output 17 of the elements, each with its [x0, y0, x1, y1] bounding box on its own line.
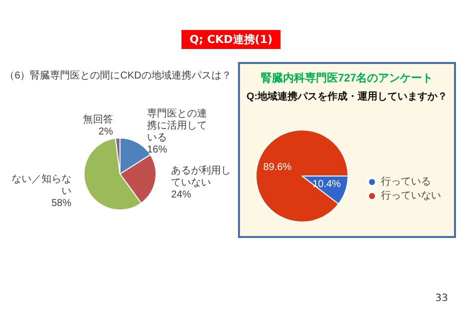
- chart-subtitle: Q:地域連携パスを作成・運用していますか？: [246, 90, 448, 102]
- legend-label: 行っていない: [381, 190, 441, 202]
- slice-label: ない／知らない: [11, 173, 72, 198]
- data-label: 24%: [171, 189, 192, 200]
- data-label: 10.4%: [312, 178, 341, 190]
- slice-label: あるが利用していない: [171, 164, 232, 188]
- text: 33: [435, 293, 448, 304]
- legend-label: 行っている: [381, 176, 431, 188]
- slice-label: 無回答: [82, 114, 113, 126]
- slice-label: 専門医との連携に活用している: [147, 107, 208, 144]
- data-label: 16%: [147, 144, 168, 156]
- chart-title: 腎臓内科専門医727名のアンケート: [260, 72, 434, 84]
- text: Q; CKD連携(1): [181, 30, 281, 49]
- data-label: 2%: [98, 126, 114, 138]
- data-label: 58%: [51, 198, 72, 210]
- data-label: 89.6%: [263, 162, 292, 174]
- chart-title: （6）腎臓専門医との間にCKDの地域連携パスは？: [4, 70, 232, 82]
